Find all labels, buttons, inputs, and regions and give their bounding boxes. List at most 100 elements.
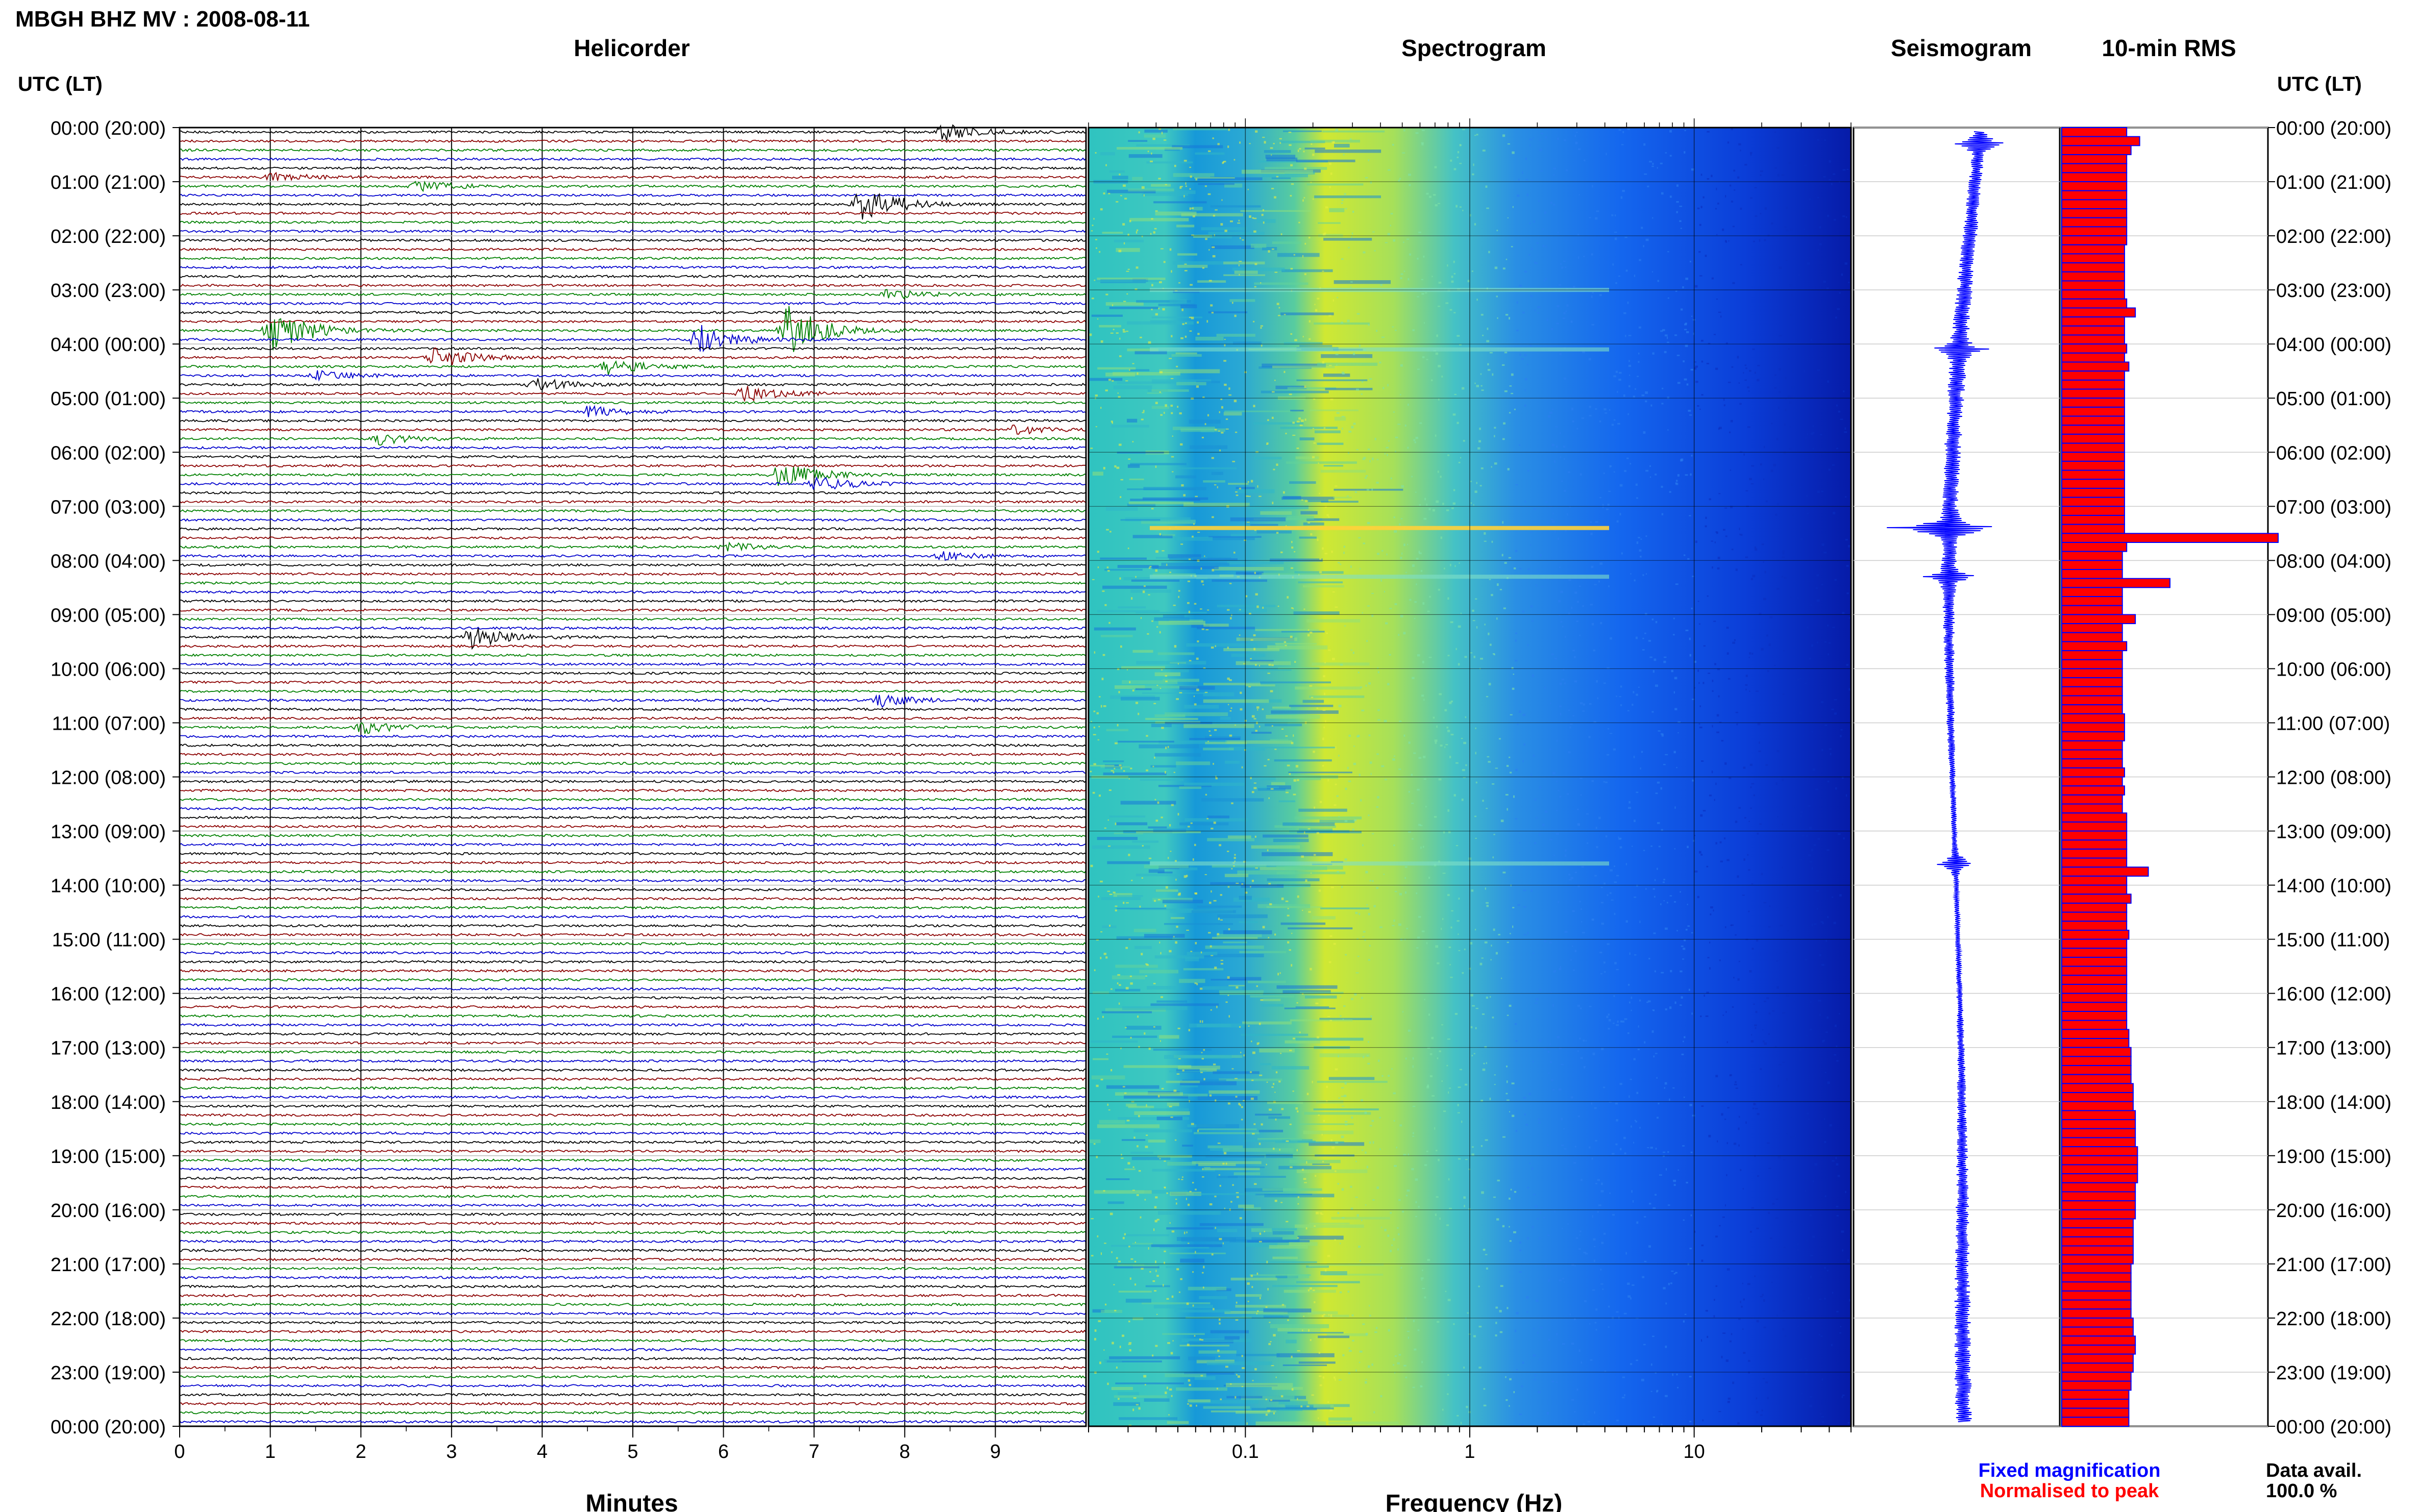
helicorder-trace <box>179 466 1087 486</box>
rms-bar <box>2061 605 2123 615</box>
rms-bar <box>2061 821 2128 832</box>
time-tick-left: 21:00 (17:00) <box>51 1254 166 1276</box>
rms-bar <box>2061 1272 2132 1283</box>
rms-bar <box>2061 668 2123 679</box>
rms-bar <box>2061 1417 2130 1427</box>
rms-bar <box>2061 929 2130 940</box>
rms-bar <box>2061 271 2125 282</box>
helicorder-trace <box>179 680 1087 684</box>
rms-bar <box>2061 713 2125 724</box>
time-tick-left: 04:00 (00:00) <box>51 334 166 356</box>
helicorder-trace <box>179 1248 1087 1252</box>
rms-bar <box>2061 983 2128 994</box>
helicorder-x-tick: 4 <box>537 1441 548 1463</box>
rms-bar <box>2061 334 2125 345</box>
helicorder-trace <box>179 1059 1087 1063</box>
helicorder-trace <box>179 220 1087 225</box>
data-avail-label: Data avail. <box>2266 1460 2362 1481</box>
helicorder-trace <box>179 518 1087 522</box>
rms-bar <box>2061 569 2123 579</box>
helicorder-trace <box>179 1023 1087 1027</box>
helicorder-x-tick: 5 <box>627 1441 638 1463</box>
rms-bar <box>2061 1398 2130 1409</box>
rms-bar <box>2061 803 2123 814</box>
time-tick-left: 03:00 (23:00) <box>51 280 166 302</box>
time-tick-right: 17:00 (13:00) <box>2276 1038 2391 1059</box>
helicorder-trace <box>179 1041 1087 1045</box>
rms-bar <box>2061 136 2140 146</box>
helicorder-trace <box>179 386 1087 403</box>
rms-bar <box>2061 497 2125 507</box>
helicorder-x-tick: 9 <box>990 1441 1001 1463</box>
rms-bar <box>2061 848 2128 859</box>
rms-bar <box>2061 1344 2136 1355</box>
helicorder-trace <box>179 193 1087 197</box>
rms-bar <box>2061 1092 2134 1102</box>
rms-bar <box>2061 1200 2136 1210</box>
rms-bar <box>2061 1335 2136 1346</box>
helicorder-trace <box>179 1366 1087 1370</box>
time-tick-left: 05:00 (01:00) <box>51 388 166 410</box>
helicorder-trace <box>179 806 1087 810</box>
helicorder-trace <box>179 378 1087 390</box>
helicorder-x-tick: 7 <box>809 1441 820 1463</box>
helicorder-trace <box>179 969 1087 973</box>
legend-normalised-to-peak: Normalised to peak <box>1980 1480 2159 1502</box>
rms-bar <box>2061 1218 2134 1229</box>
rms-bar <box>2061 415 2125 426</box>
helicorder-trace <box>179 996 1087 1000</box>
rms-bar <box>2061 551 2123 561</box>
rms-bar <box>2061 406 2125 417</box>
helicorder-trace <box>179 139 1087 143</box>
helicorder-trace <box>179 306 1087 352</box>
rms-bar <box>2061 938 2128 949</box>
helicorder-trace <box>179 211 1087 215</box>
helicorder-trace <box>179 951 1087 955</box>
helicorder-trace <box>179 1014 1087 1018</box>
helicorder-trace <box>179 1257 1087 1261</box>
rms-bar <box>2061 659 2123 670</box>
helicorder-trace <box>179 1194 1087 1198</box>
rms-bar <box>2061 740 2123 751</box>
rms-bar <box>2061 749 2123 760</box>
rms-bar <box>2061 163 2128 173</box>
helicorder-trace <box>179 1293 1087 1298</box>
helicorder-trace <box>179 599 1087 603</box>
rms-bar <box>2061 541 2128 552</box>
helicorder-trace <box>179 1104 1087 1108</box>
rms-bar <box>2061 217 2128 228</box>
helicorder-trace <box>179 275 1087 279</box>
rms-bar <box>2061 785 2125 796</box>
helicorder-trace <box>179 289 1087 300</box>
time-tick-right: 11:00 (07:00) <box>2276 713 2390 734</box>
rms-panel <box>2061 127 2279 1427</box>
helicorder-trace <box>179 1267 1087 1271</box>
rms-bar <box>2061 884 2128 895</box>
helicorder-trace <box>179 319 1087 324</box>
helicorder-trace <box>179 798 1087 802</box>
rms-bar <box>2061 686 2123 697</box>
rms-bar <box>2061 460 2125 471</box>
helicorder-trace <box>179 1212 1087 1217</box>
helicorder-trace <box>179 752 1087 756</box>
time-tick-right: 10:00 (06:00) <box>2276 659 2391 680</box>
rms-bar <box>2061 1065 2132 1075</box>
helicorder-trace <box>179 346 1087 351</box>
time-tick-right: 05:00 (01:00) <box>2276 388 2391 410</box>
right-time-axis-label: UTC (LT) <box>2277 73 2362 95</box>
helicorder-trace <box>179 509 1087 513</box>
helicorder-trace <box>179 694 1087 708</box>
helicorder-trace <box>179 906 1087 910</box>
helicorder-trace <box>179 941 1087 946</box>
helicorder-trace <box>179 192 1087 220</box>
rms-bar <box>2061 1029 2130 1039</box>
helicorder-trace <box>179 1230 1087 1234</box>
rms-bar <box>2061 1191 2136 1202</box>
rms-title: 10-min RMS <box>2102 35 2236 61</box>
helicorder-trace <box>179 1411 1087 1415</box>
helicorder-trace <box>179 771 1087 775</box>
time-tick-left: 14:00 (10:00) <box>51 876 166 897</box>
time-tick-right: 00:00 (20:00) <box>2276 1417 2391 1438</box>
rms-bar <box>2061 1164 2138 1175</box>
